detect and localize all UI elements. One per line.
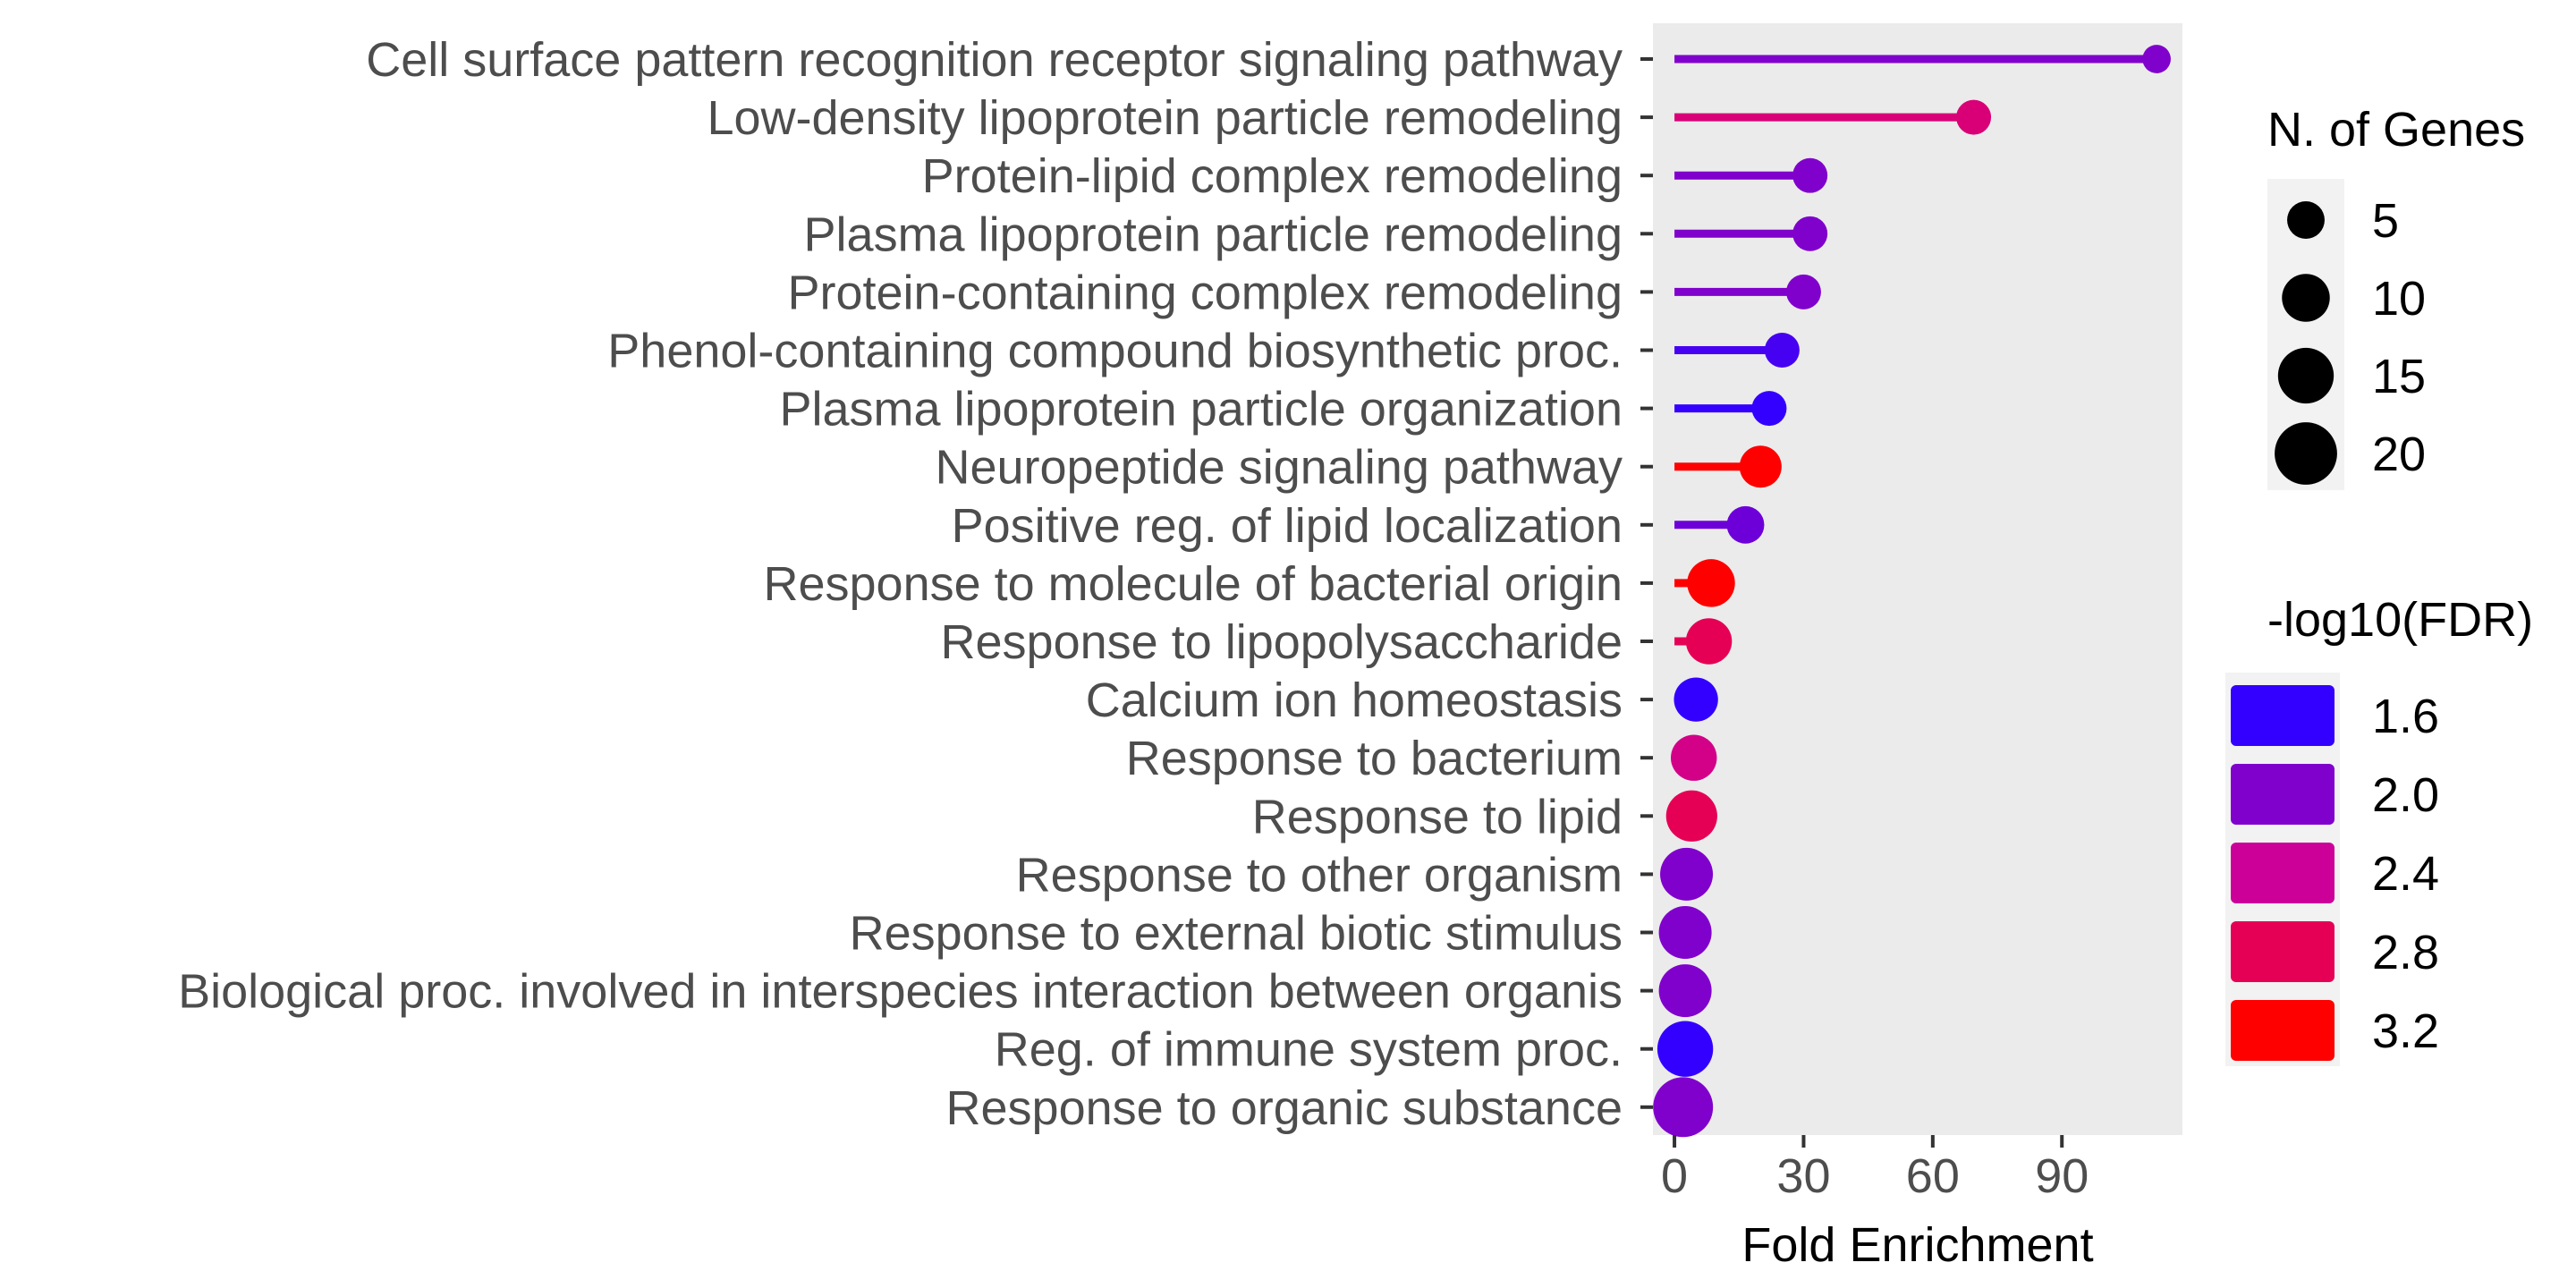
- color-legend-key: [2231, 764, 2334, 825]
- category-axis-ticks: [1640, 57, 1653, 1109]
- color-legend-key: [2231, 1000, 2334, 1061]
- color-legend-label: 2.4: [2372, 847, 2439, 901]
- lollipop-point: [1956, 99, 1992, 135]
- category-label: Cell surface pattern recognition recepto…: [366, 33, 1623, 87]
- color-legend-key: [2231, 921, 2334, 982]
- size-legend: N. of Genes 5 10 15 20: [2267, 103, 2525, 490]
- size-legend-label: 5: [2372, 194, 2399, 248]
- category-label: Response to other organism: [1016, 848, 1623, 902]
- lollipop-point: [1660, 847, 1714, 901]
- color-legend-label: 1.6: [2372, 690, 2439, 743]
- color-legend-label: 2.8: [2372, 926, 2439, 979]
- category-label: Protein-lipid complex remodeling: [922, 149, 1623, 203]
- lollipop-point: [1785, 274, 1821, 309]
- size-legend-label: 15: [2372, 350, 2426, 403]
- lollipop-point: [1665, 790, 1717, 842]
- category-label: Calcium ion homeostasis: [1086, 674, 1623, 727]
- category-label: Reg. of immune system proc.: [995, 1023, 1623, 1077]
- category-label: Positive reg. of lipid localization: [952, 499, 1623, 553]
- lollipop-point: [1751, 391, 1787, 427]
- category-label: Response to organic substance: [946, 1081, 1623, 1135]
- color-legend-key: [2231, 685, 2334, 746]
- panel-background: [1653, 23, 2182, 1135]
- x-axis: 0 30 60 90: [1661, 1135, 2089, 1203]
- size-legend-key: [2277, 347, 2334, 404]
- lollipop-point: [1674, 677, 1718, 722]
- x-tick-label: 30: [1776, 1149, 1830, 1203]
- category-label: Response to lipopolysaccharide: [941, 615, 1623, 669]
- category-label: Response to lipid: [1252, 790, 1623, 843]
- color-legend: -log10(FDR) 1.6 2.0 2.4 2.8 3.2: [2225, 593, 2533, 1066]
- size-legend-label: 10: [2372, 272, 2426, 326]
- lollipop-point: [1685, 618, 1733, 665]
- lollipop-point: [1726, 505, 1765, 544]
- category-label: Plasma lipoprotein particle remodeling: [804, 208, 1623, 261]
- size-legend-key: [2275, 422, 2337, 485]
- lollipop-point: [1792, 157, 1828, 193]
- category-label: Low-density lipoprotein particle remodel…: [707, 91, 1623, 145]
- color-legend-label: 2.0: [2372, 768, 2439, 822]
- lollipop-point: [1671, 734, 1717, 781]
- category-label: Plasma lipoprotein particle organization: [779, 383, 1623, 436]
- x-tick-label: 0: [1661, 1149, 1688, 1203]
- category-labels: Cell surface pattern recognition recepto…: [178, 33, 1623, 1135]
- color-legend-label: 3.2: [2372, 1004, 2439, 1058]
- color-legend-key: [2231, 843, 2334, 903]
- category-label: Biological proc. involved in interspecie…: [178, 965, 1623, 1019]
- lollipop-point: [1739, 445, 1782, 488]
- size-legend-title: N. of Genes: [2267, 103, 2525, 157]
- x-tick-label: 60: [1906, 1149, 1960, 1203]
- category-label: Response to molecule of bacterial origin: [763, 557, 1623, 611]
- x-tick-label: 90: [2035, 1149, 2089, 1203]
- category-label: Response to bacterium: [1126, 732, 1623, 785]
- lollipop-point: [1653, 1077, 1714, 1138]
- size-legend-label: 20: [2372, 428, 2426, 481]
- lollipop-point: [1658, 964, 1712, 1018]
- lollipop-points: [1653, 45, 2171, 1138]
- lollipop-point: [1764, 333, 1800, 368]
- lollipop-point: [1687, 559, 1735, 607]
- lollipop-point: [1792, 216, 1828, 251]
- lollipop-point: [2142, 45, 2171, 73]
- lollipop-point: [1658, 906, 1712, 959]
- category-label: Response to external biotic stimulus: [850, 907, 1623, 961]
- x-axis-title: Fold Enrichment: [1741, 1218, 2093, 1272]
- size-legend-key: [2282, 274, 2330, 322]
- color-legend-title: -log10(FDR): [2267, 593, 2533, 647]
- lollipop-point: [1657, 1021, 1714, 1077]
- category-label: Phenol-containing compound biosynthetic …: [607, 325, 1623, 378]
- category-label: Neuropeptide signaling pathway: [935, 441, 1623, 495]
- size-legend-key: [2287, 201, 2325, 239]
- category-label: Protein-containing complex remodeling: [787, 266, 1623, 319]
